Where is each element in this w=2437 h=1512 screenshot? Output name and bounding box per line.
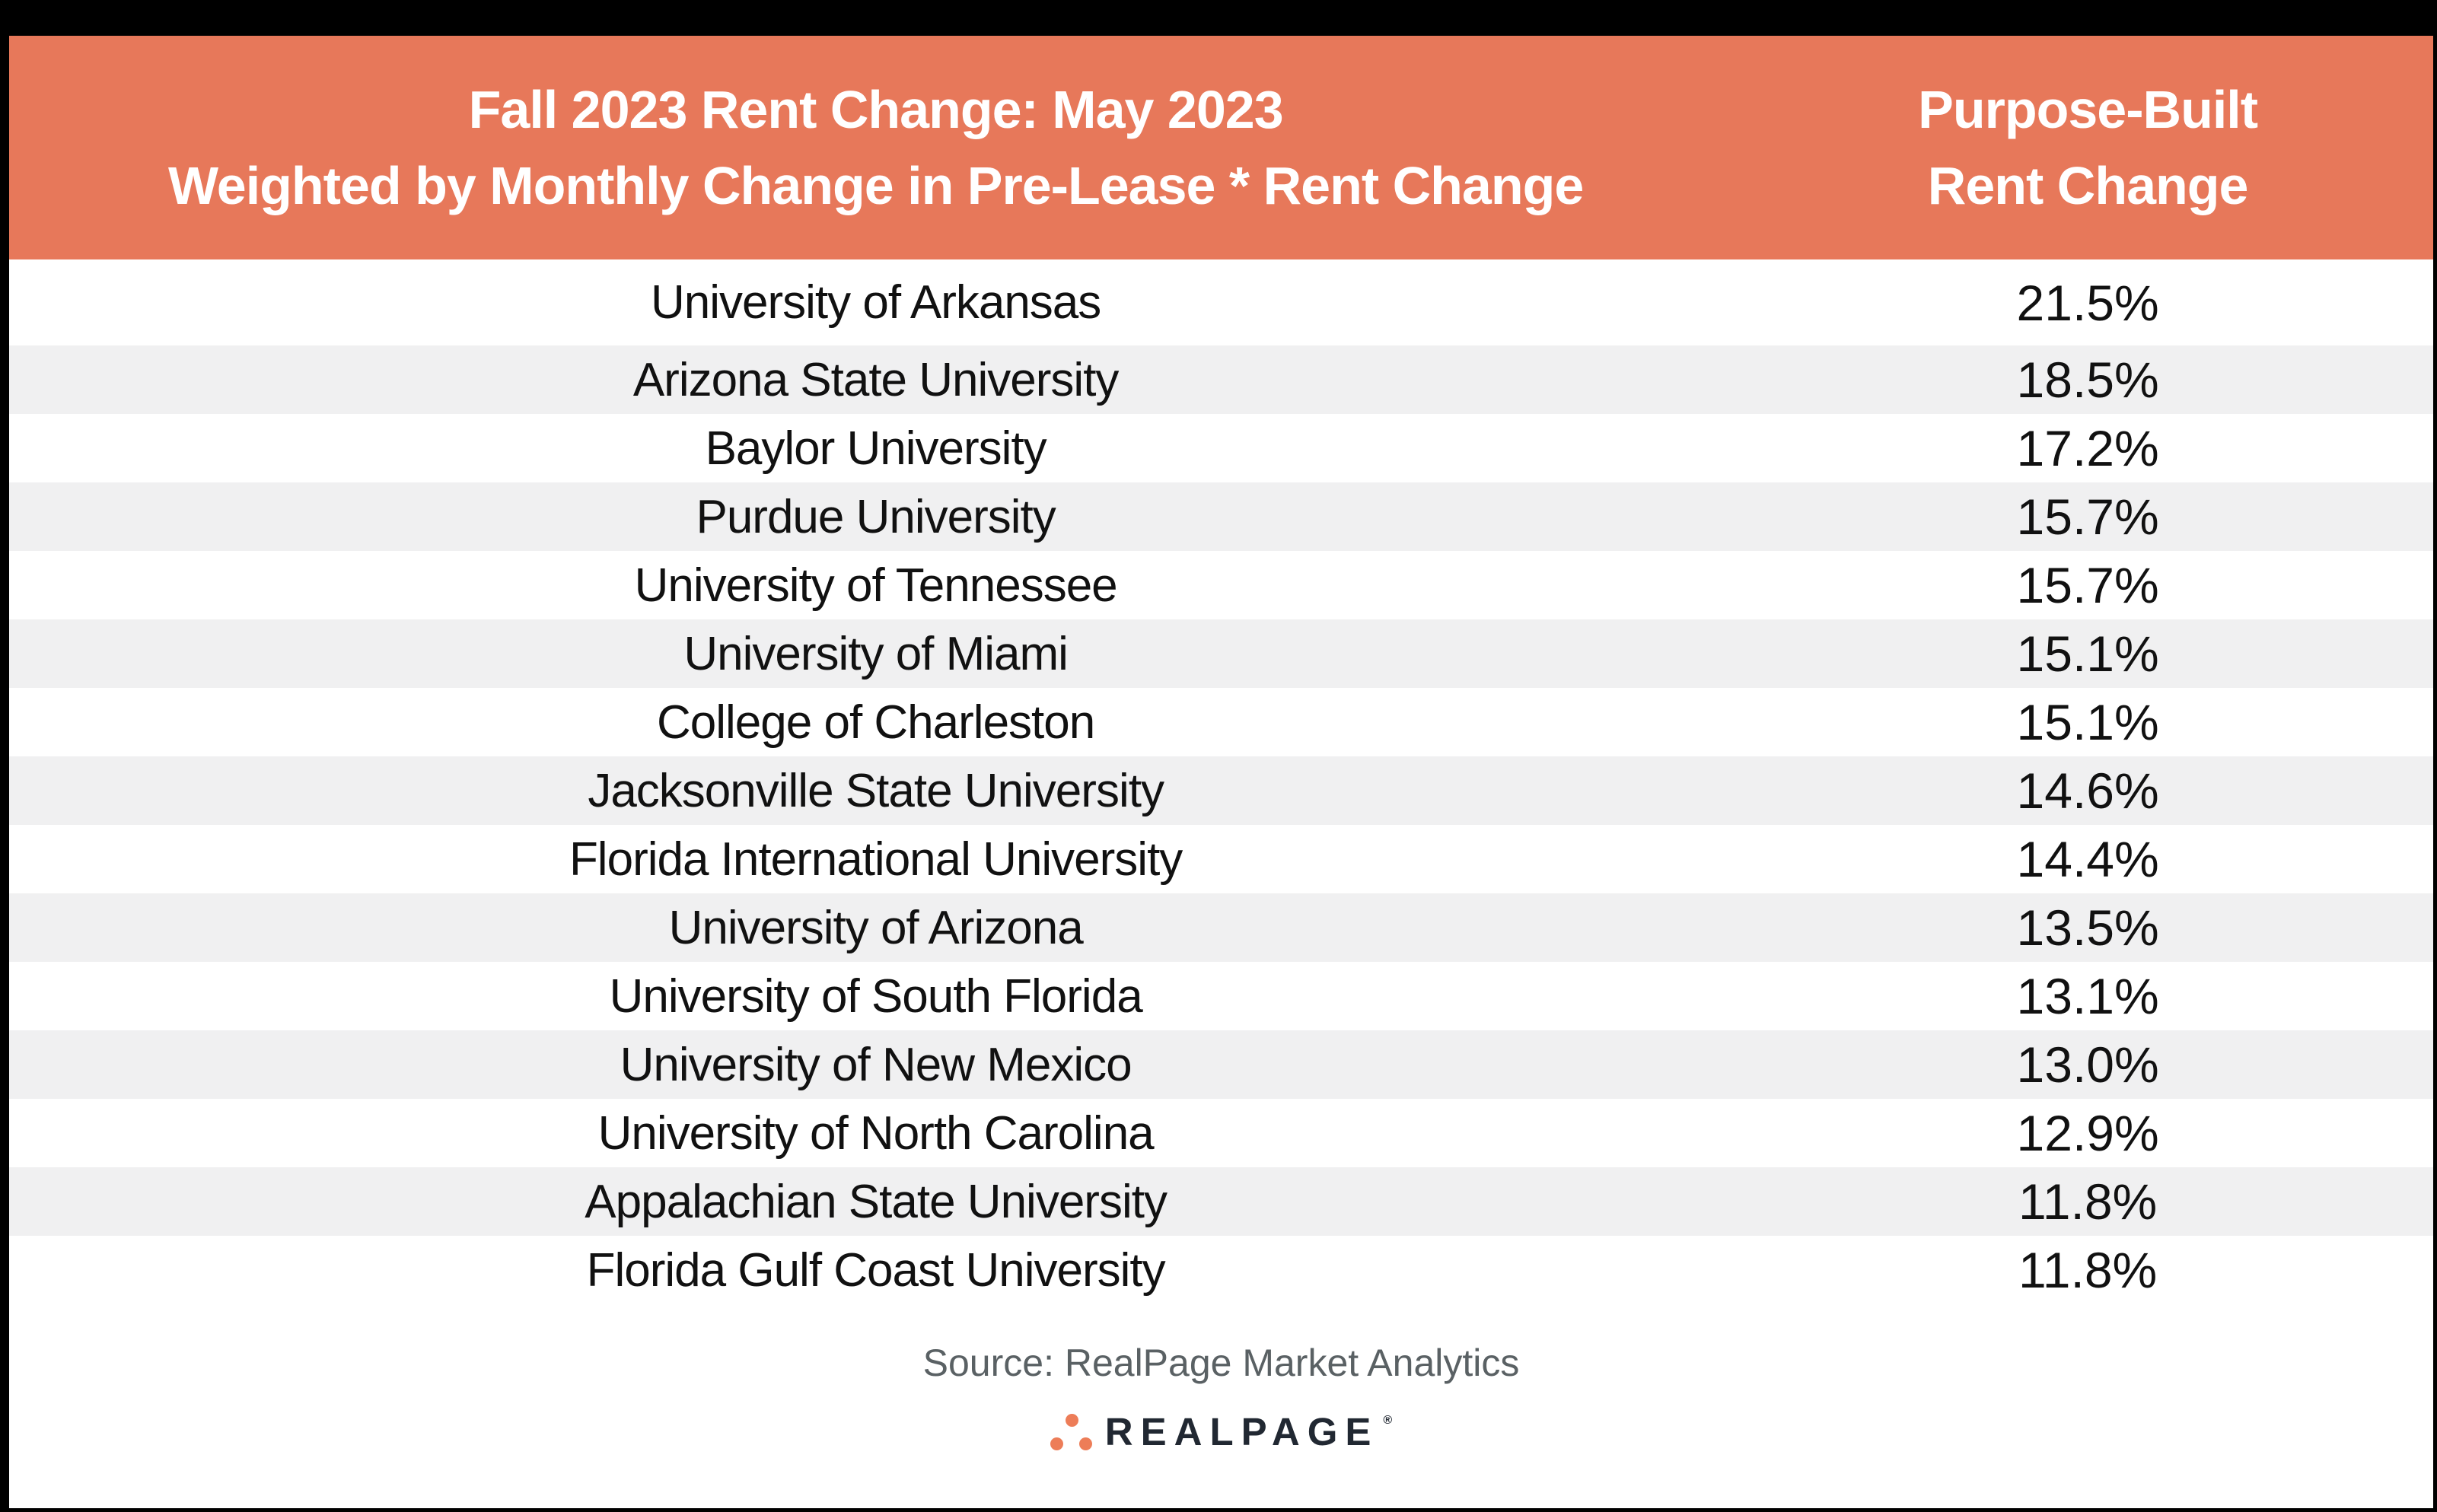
table-row: College of Charleston 15.1% xyxy=(9,688,2433,756)
realpage-dots-icon xyxy=(1050,1413,1093,1450)
university-name-cell: University of Miami xyxy=(683,627,1069,680)
table-body: University of Arkansas 21.5% Arizona Sta… xyxy=(9,259,2433,1304)
rent-change-value-cell: 15.1% xyxy=(2016,694,2159,750)
table-header: Fall 2023 Rent Change: May 2023 Weighted… xyxy=(9,36,2433,259)
registered-trademark-symbol: ® xyxy=(1383,1414,1393,1427)
rent-change-value-cell: 15.1% xyxy=(2016,625,2159,682)
table-row: Baylor University 17.2% xyxy=(9,414,2433,482)
header-value-line2: Rent Change xyxy=(1927,156,2249,215)
table-row: Florida International University 14.4% xyxy=(9,825,2433,893)
rent-change-value-cell: 11.8% xyxy=(2018,1242,2158,1298)
university-name-cell: University of South Florida xyxy=(609,969,1143,1023)
table-row: University of New Mexico 13.0% xyxy=(9,1030,2433,1099)
source-note: Source: RealPage Market Analytics xyxy=(922,1342,1520,1384)
university-name-cell: Florida International University xyxy=(569,832,1183,886)
table-panel: Fall 2023 Rent Change: May 2023 Weighted… xyxy=(9,36,2433,1508)
header-value-column-cell: Purpose-Built Rent Change xyxy=(1742,36,2433,259)
university-name-cell: College of Charleston xyxy=(657,696,1095,749)
table-row: University of North Carolina 12.9% xyxy=(9,1099,2433,1167)
rent-change-value-cell: 21.5% xyxy=(2016,274,2159,331)
university-name-cell: University of North Carolina xyxy=(597,1106,1155,1160)
university-name-cell: Arizona State University xyxy=(632,353,1120,406)
university-name-cell: University of Tennessee xyxy=(634,559,1118,612)
rent-change-value-cell: 11.8% xyxy=(2018,1173,2158,1230)
table-row: Purdue University 15.7% xyxy=(9,482,2433,551)
rent-change-value-cell: 15.7% xyxy=(2016,489,2159,545)
university-name-cell: University of Arkansas xyxy=(650,276,1101,329)
realpage-wordmark: REALPAGE xyxy=(1104,1410,1379,1453)
rent-change-value-cell: 18.5% xyxy=(2016,352,2159,408)
university-name-cell: Jacksonville State University xyxy=(588,764,1164,817)
university-name-cell: Purdue University xyxy=(696,490,1056,543)
table-row: University of Tennessee 15.7% xyxy=(9,551,2433,619)
rent-change-value-cell: 13.5% xyxy=(2016,899,2159,956)
table-row: Florida Gulf Coast University 11.8% xyxy=(9,1236,2433,1304)
header-title-line1: Fall 2023 Rent Change: May 2023 xyxy=(468,80,1284,139)
university-name-cell: Florida Gulf Coast University xyxy=(586,1243,1166,1297)
rent-change-value-cell: 14.4% xyxy=(2016,831,2159,887)
table-row: Appalachian State University 11.8% xyxy=(9,1167,2433,1236)
header-title-cell: Fall 2023 Rent Change: May 2023 Weighted… xyxy=(9,36,1742,259)
table-row: Arizona State University 18.5% xyxy=(9,345,2433,414)
rent-change-value-cell: 14.6% xyxy=(2016,762,2159,819)
university-name-cell: Baylor University xyxy=(705,422,1047,475)
rent-change-value-cell: 17.2% xyxy=(2016,420,2159,476)
university-name-cell: University of New Mexico xyxy=(620,1038,1132,1091)
table-row: University of Arkansas 21.5% xyxy=(9,259,2433,345)
header-value-line1: Purpose-Built xyxy=(1918,80,2258,139)
header-title-line2: Weighted by Monthly Change in Pre-Lease … xyxy=(167,156,1584,215)
table-row: Jacksonville State University 14.6% xyxy=(9,756,2433,825)
university-name-cell: Appalachian State University xyxy=(585,1175,1168,1228)
university-name-cell: University of Arizona xyxy=(668,901,1084,954)
table-row: University of Arizona 13.5% xyxy=(9,893,2433,962)
realpage-logo: REALPAGE ® xyxy=(9,1412,2433,1451)
table-row: University of Miami 15.1% xyxy=(9,619,2433,688)
table-row: University of South Florida 13.1% xyxy=(9,962,2433,1030)
rent-change-value-cell: 12.9% xyxy=(2016,1105,2159,1161)
rent-change-value-cell: 13.0% xyxy=(2016,1036,2159,1093)
rent-change-value-cell: 13.1% xyxy=(2016,968,2159,1024)
rent-change-value-cell: 15.7% xyxy=(2016,557,2159,613)
